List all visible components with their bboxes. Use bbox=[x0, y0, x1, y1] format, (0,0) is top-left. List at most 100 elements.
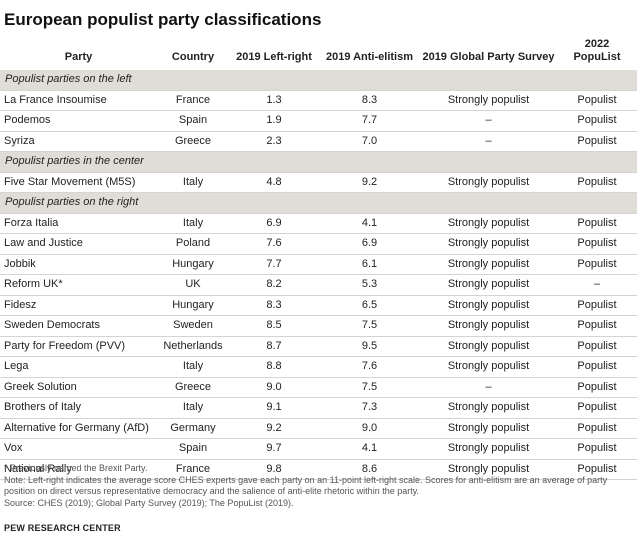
cell-global-party-survey: Strongly populist bbox=[420, 213, 557, 234]
cell-country: Hungary bbox=[157, 254, 229, 275]
table-row: Reform UK* UK 8.2 5.3 Strongly populist – bbox=[0, 274, 637, 296]
cell-populist: Populist bbox=[557, 295, 637, 316]
cell-global-party-survey: – bbox=[420, 110, 557, 132]
cell-populist: Populist bbox=[557, 336, 637, 357]
cell-anti-elitism: 7.0 bbox=[319, 131, 420, 152]
cell-party: Greek Solution bbox=[0, 377, 157, 398]
cell-populist: Populist bbox=[557, 356, 637, 378]
table-row: Party for Freedom (PVV) Netherlands 8.7 9.5… bbox=[0, 336, 637, 357]
cell-anti-elitism: 7.5 bbox=[319, 315, 420, 337]
cell-populist: Populist bbox=[557, 172, 637, 193]
table-row: Five Star Movement (M5S) Italy 4.8 9.2 Stron… bbox=[0, 172, 637, 193]
cell-party: Brothers of Italy bbox=[0, 397, 157, 419]
cell-left-right: 4.8 bbox=[229, 172, 319, 193]
cell-country: Italy bbox=[157, 172, 229, 193]
cell-party: La France Insoumise bbox=[0, 90, 157, 111]
cell-global-party-survey: Strongly populist bbox=[420, 172, 557, 193]
cell-party: Sweden Democrats bbox=[0, 315, 157, 337]
cell-left-right: 8.8 bbox=[229, 356, 319, 378]
cell-global-party-survey: Strongly populist bbox=[420, 254, 557, 275]
cell-country: Netherlands bbox=[157, 336, 229, 357]
cell-country: Italy bbox=[157, 213, 229, 234]
cell-left-right: 7.6 bbox=[229, 233, 319, 255]
cell-populist: – bbox=[557, 274, 637, 296]
cell-anti-elitism: 9.0 bbox=[319, 418, 420, 439]
section-label: Populist parties in the center bbox=[0, 151, 637, 173]
populist-table: Party Country 2019 Left-right 2019 Anti-eli… bbox=[0, 38, 637, 480]
cell-anti-elitism: 4.1 bbox=[319, 438, 420, 460]
cell-party: National Rally bbox=[0, 459, 157, 480]
cell-anti-elitism: 6.5 bbox=[319, 295, 420, 316]
cell-left-right: 9.0 bbox=[229, 377, 319, 398]
cell-populist: Populist bbox=[557, 213, 637, 234]
cell-left-right: 2.3 bbox=[229, 131, 319, 152]
cell-global-party-survey: – bbox=[420, 377, 557, 398]
cell-country: UK bbox=[157, 274, 229, 296]
cell-anti-elitism: 8.6 bbox=[319, 459, 420, 480]
chart-title: European populist party classifications bbox=[4, 10, 322, 29]
cell-global-party-survey: Strongly populist bbox=[420, 336, 557, 357]
table-row: Fidesz Hungary 8.3 6.5 Strongly populist Popu… bbox=[0, 295, 637, 316]
cell-global-party-survey: – bbox=[420, 131, 557, 152]
cell-anti-elitism: 5.3 bbox=[319, 274, 420, 296]
cell-party: Podemos bbox=[0, 110, 157, 132]
section-row: Populist parties on the right bbox=[0, 192, 637, 214]
cell-country: Hungary bbox=[157, 295, 229, 316]
cell-party: Jobbik bbox=[0, 254, 157, 275]
cell-global-party-survey: Strongly populist bbox=[420, 90, 557, 111]
cell-anti-elitism: 4.1 bbox=[319, 213, 420, 234]
cell-left-right: 8.7 bbox=[229, 336, 319, 357]
cell-country: Germany bbox=[157, 418, 229, 439]
cell-anti-elitism: 7.6 bbox=[319, 356, 420, 378]
section-row: Populist parties in the center bbox=[0, 151, 637, 173]
cell-party: Alternative for Germany (AfD) bbox=[0, 418, 157, 439]
cell-global-party-survey: Strongly populist bbox=[420, 295, 557, 316]
cell-anti-elitism: 7.7 bbox=[319, 110, 420, 132]
notes: * Previously named the Brexit Party. Not… bbox=[4, 463, 632, 509]
table-row: Sweden Democrats Sweden 8.5 7.5 Strongly pop… bbox=[0, 315, 637, 337]
cell-party: Vox bbox=[0, 438, 157, 460]
cell-country: Spain bbox=[157, 110, 229, 132]
cell-left-right: 1.9 bbox=[229, 110, 319, 132]
table-row: Lega Italy 8.8 7.6 Strongly populist Populist bbox=[0, 356, 637, 378]
cell-party: Law and Justice bbox=[0, 233, 157, 255]
column-header-left-right: 2019 Left-right bbox=[236, 51, 312, 63]
cell-left-right: 9.1 bbox=[229, 397, 319, 419]
cell-global-party-survey: Strongly populist bbox=[420, 233, 557, 255]
cell-populist: Populist bbox=[557, 418, 637, 439]
cell-populist: Populist bbox=[557, 438, 637, 460]
table-row: Podemos Spain 1.9 7.7– Populist bbox=[0, 110, 637, 132]
cell-populist: Populist bbox=[557, 233, 637, 255]
cell-anti-elitism: 9.5 bbox=[319, 336, 420, 357]
cell-party: Syriza bbox=[0, 131, 157, 152]
cell-anti-elitism: 6.9 bbox=[319, 233, 420, 255]
note: Note: Left-right indicates the average s… bbox=[4, 474, 608, 497]
cell-global-party-survey: Strongly populist bbox=[420, 356, 557, 378]
cell-party: Party for Freedom (PVV) bbox=[0, 336, 157, 357]
table-row: Alternative for Germany (AfD) Germany 9.2 9… bbox=[0, 418, 637, 439]
cell-country: Sweden bbox=[157, 315, 229, 337]
cell-country: France bbox=[157, 90, 229, 111]
column-header-anti-elitism: 2019 Anti-elitism bbox=[325, 51, 413, 63]
table-row: Greek Solution Greece 9.0 7.5– Populist bbox=[0, 377, 637, 398]
column-header-party: Party bbox=[64, 51, 93, 63]
cell-party: Fidesz bbox=[0, 295, 157, 316]
table-row: Vox Spain 9.7 4.1 Strongly populist Populist bbox=[0, 438, 637, 460]
column-header-country: Country bbox=[171, 51, 215, 63]
table-row: Forza Italia Italy 6.9 4.1 Strongly populist… bbox=[0, 213, 637, 234]
cell-populist: Populist bbox=[557, 377, 637, 398]
footnote: * Previously named the Brexit Party. bbox=[4, 463, 148, 473]
cell-anti-elitism: 9.2 bbox=[319, 172, 420, 193]
cell-populist: Populist bbox=[557, 315, 637, 337]
cell-global-party-survey: Strongly populist bbox=[420, 459, 557, 480]
cell-country: Italy bbox=[157, 397, 229, 419]
source: Source: CHES (2019); Global Party Survey… bbox=[4, 497, 294, 508]
cell-global-party-survey: Strongly populist bbox=[420, 418, 557, 439]
cell-country: Poland bbox=[157, 233, 229, 255]
cell-global-party-survey: Strongly populist bbox=[420, 397, 557, 419]
table-row: Jobbik Hungary 7.7 6.1 Strongly populist Popu… bbox=[0, 254, 637, 275]
cell-left-right: 7.7 bbox=[229, 254, 319, 275]
cell-left-right: 8.5 bbox=[229, 315, 319, 337]
cell-populist: Populist bbox=[557, 110, 637, 132]
